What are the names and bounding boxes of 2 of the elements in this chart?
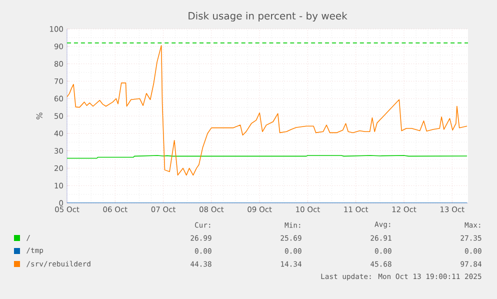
chart-title: Disk usage in percent - by week xyxy=(188,12,348,22)
line-series xyxy=(67,45,468,176)
